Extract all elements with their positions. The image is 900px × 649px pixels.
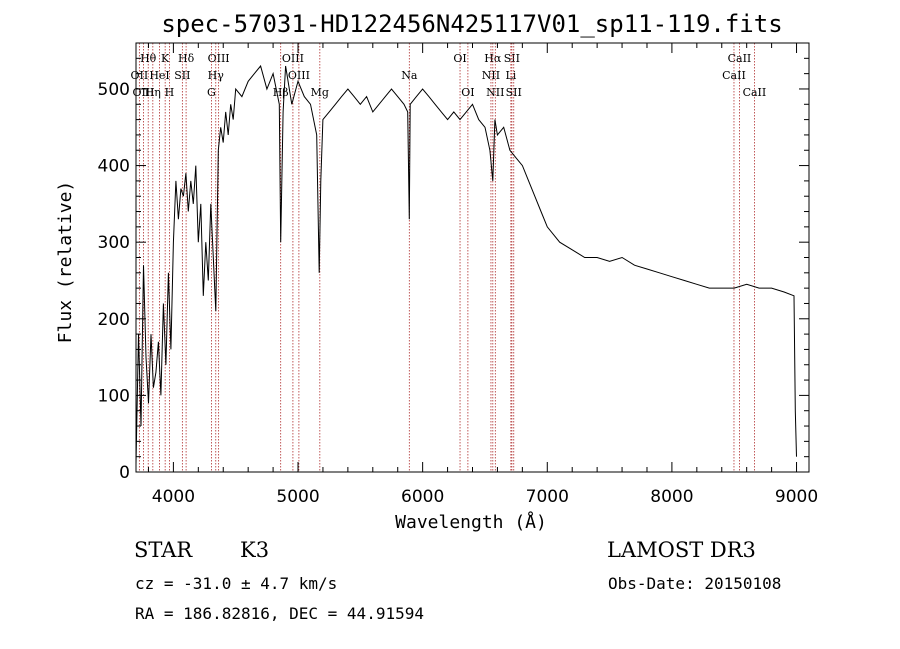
marker-label-8: H <box>165 86 175 99</box>
marker-label-25: CaII <box>728 52 752 65</box>
marker-label-9: OIII <box>208 52 230 65</box>
x-tick-label-9000: 9000 <box>775 487 818 507</box>
marker-label-26: CaII <box>722 69 746 82</box>
marker-label-6: Hδ <box>178 52 195 65</box>
marker-label-4: HeI <box>149 69 169 82</box>
marker-label-1: OII <box>131 69 149 82</box>
marker-label-17: OI <box>453 52 466 65</box>
x-tick-label-4000: 4000 <box>152 487 195 507</box>
marker-label-22: Li <box>505 69 516 82</box>
survey-name: LAMOST DR3 <box>607 538 756 562</box>
object-class: STAR <box>134 538 193 562</box>
marker-label-21: NII <box>482 69 500 82</box>
chart-title: spec-57031-HD122456N425117V01_sp11-119.f… <box>161 10 782 38</box>
x-axis-label: Wavelength (Å) <box>395 511 547 533</box>
marker-label-23: NII <box>486 86 504 99</box>
marker-label-24: SII <box>506 86 522 99</box>
marker-label-15: Mg <box>311 86 329 99</box>
observation-date: Obs-Date: 20150108 <box>608 574 782 593</box>
marker-label-19: Hα <box>484 52 502 65</box>
spectrum-line <box>135 64 797 465</box>
axis-ticks: 4000 5000 6000 7000 8000 9000 0 100 200 300 400 500 <box>98 43 818 507</box>
y-tick-label-400: 400 <box>98 157 130 177</box>
marker-label-27: CaII <box>743 86 767 99</box>
marker-label-5: Hη <box>145 86 161 99</box>
x-tick-label-5000: 5000 <box>276 487 319 507</box>
y-tick-label-200: 200 <box>98 310 130 330</box>
y-tick-label-0: 0 <box>119 463 130 483</box>
plot-frame <box>135 42 810 473</box>
marker-label-18: OI <box>461 86 474 99</box>
y-axis-label: Flux (relative) <box>55 181 76 344</box>
marker-label-13: OIII <box>288 69 310 82</box>
marker-label-7: SII <box>174 69 190 82</box>
y-tick-label-500: 500 <box>98 80 130 100</box>
marker-label-0: Hθ <box>140 52 157 65</box>
y-tick-label-300: 300 <box>98 233 130 253</box>
marker-label-3: K <box>161 52 170 65</box>
marker-label-20: SII <box>504 52 520 65</box>
sky-coordinates: RA = 186.82816, DEC = 44.91594 <box>135 604 424 623</box>
marker-label-14: Hβ <box>273 86 289 99</box>
y-tick-label-100: 100 <box>98 386 130 406</box>
marker-label-11: G <box>207 86 216 99</box>
x-tick-label-6000: 6000 <box>401 487 444 507</box>
x-tick-label-7000: 7000 <box>526 487 569 507</box>
marker-label-10: Hγ <box>208 69 225 82</box>
x-tick-label-8000: 8000 <box>650 487 693 507</box>
marker-label-12: OIII <box>282 52 304 65</box>
marker-label-16: Na <box>401 69 418 82</box>
spectral-subclass: K3 <box>240 538 270 562</box>
redshift-value: cz = -31.0 ± 4.7 km/s <box>135 574 338 593</box>
